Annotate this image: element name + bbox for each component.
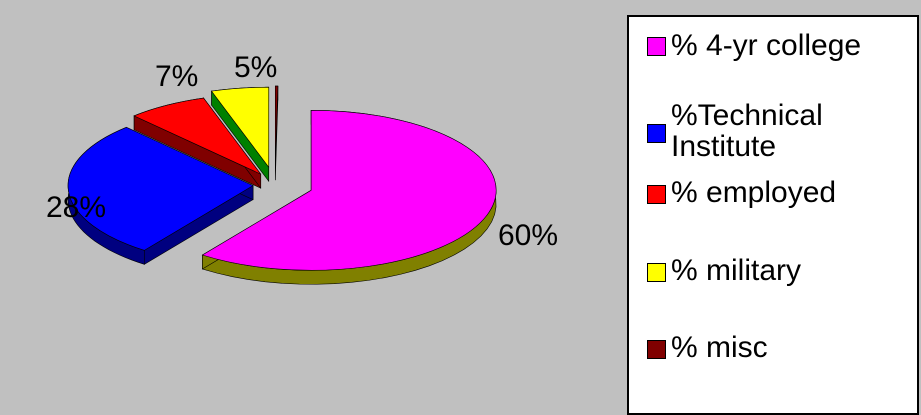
pie-slice-technical-institute <box>67 126 254 265</box>
data-label-employed: 7% <box>155 60 198 93</box>
pie-slice-top-misc <box>274 85 279 167</box>
data-label-4yr-college: 60% <box>498 219 558 252</box>
pie-labels: 60% 28% 7% 5% <box>46 51 558 252</box>
pie-slice-top-military <box>211 86 270 169</box>
pie-slice-top-technical-institute <box>67 126 254 251</box>
pie-slices <box>67 85 497 285</box>
legend-swatch-misc <box>647 340 666 359</box>
pie-slice-4yr-college <box>201 109 497 285</box>
legend-swatch-4yr-college <box>647 37 666 56</box>
legend-label-employed: % employed <box>671 176 837 209</box>
chart-legend: % 4-yr college %Technical Institute % em… <box>627 15 919 415</box>
legend-swatch-military <box>647 263 666 282</box>
pie-slice-misc <box>274 85 279 181</box>
legend-label-military: % military <box>671 254 802 287</box>
pie-slice-military <box>211 86 270 183</box>
legend-swatch-employed <box>647 185 666 204</box>
legend-label-technical-institute: %Technical Institute <box>671 99 823 163</box>
pie-slice-top-employed <box>133 97 261 175</box>
legend-label-4yr-college: % 4-yr college <box>671 29 862 62</box>
data-label-military: 5% <box>234 51 277 84</box>
legend-swatch-technical-institute <box>647 124 666 143</box>
data-label-technical-institute: 28% <box>46 191 106 224</box>
pie-slice-top-4yr-college <box>201 109 497 271</box>
legend-label-misc: % misc <box>671 331 768 364</box>
pie-slice-employed <box>133 97 262 190</box>
